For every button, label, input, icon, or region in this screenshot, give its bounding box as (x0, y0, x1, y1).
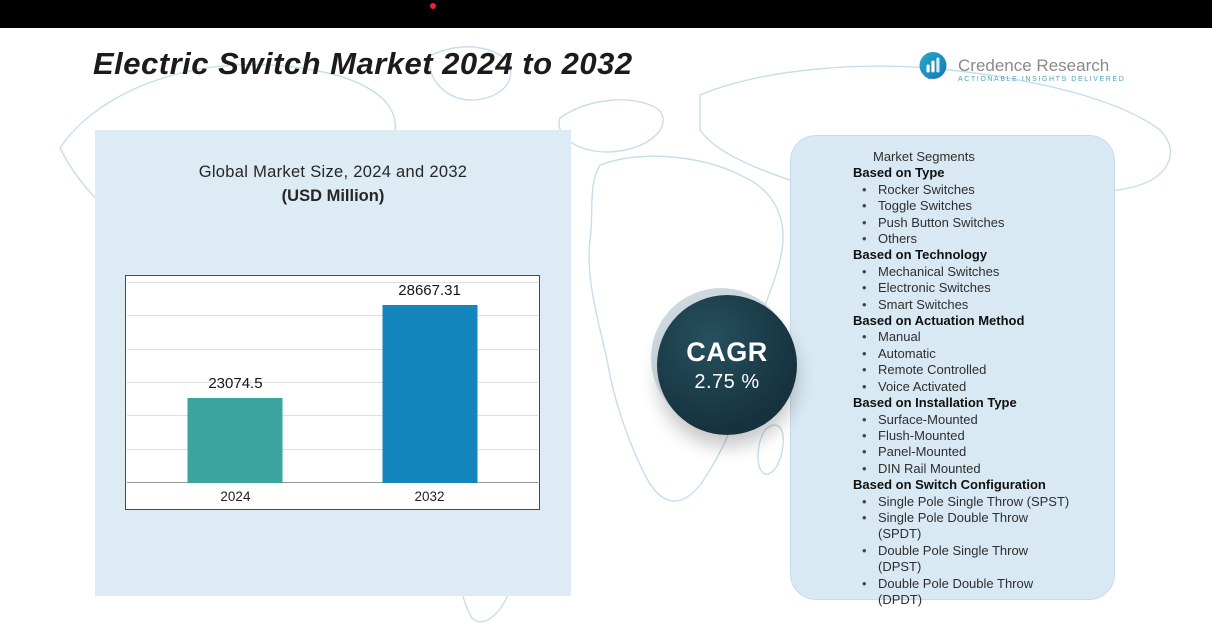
segment-item-list: Single Pole Single Throw (SPST)Single Po… (853, 494, 1096, 609)
bar-category-label: 2032 (414, 489, 445, 504)
segment-item-list: Mechanical SwitchesElectronic SwitchesSm… (853, 264, 1096, 314)
brand-text: Credence Research Actionable Insights De… (958, 55, 1126, 83)
bar-value-label: 23074.5 (208, 375, 263, 392)
segment-group-heading: Based on Type (853, 165, 945, 181)
cagr-value: 2.75 % (694, 370, 760, 393)
segment-item: Rocker Switches (860, 182, 1072, 199)
cagr-badge: CAGR 2.75 % (657, 295, 797, 435)
credence-bubble-chart-icon (916, 50, 950, 89)
segment-item: Push Button Switches (860, 215, 1072, 232)
red-dot-icon (430, 3, 436, 9)
segments-panel: Market Segments Based on TypeRocker Swit… (790, 135, 1115, 607)
segment-item: Panel-Mounted (860, 444, 1072, 461)
gridline (127, 415, 538, 417)
chart-title: Global Market Size, 2024 and 2032 (USD M… (95, 163, 571, 206)
page-title: Electric Switch Market 2024 to 2032 (93, 46, 633, 81)
segment-group-heading: Based on Actuation Method (853, 313, 1025, 329)
segment-item: Manual (860, 329, 1072, 346)
segment-item: Single Pole Double Throw (SPDT) (860, 510, 1072, 543)
segment-item: Voice Activated (860, 379, 1072, 396)
chart-title-line2: (USD Million) (281, 187, 385, 205)
segment-item-list: ManualAutomaticRemote ControlledVoice Ac… (853, 329, 1096, 395)
segment-item: Electronic Switches (860, 280, 1072, 297)
segment-item: Double Pole Double Throw (DPDT) (860, 576, 1072, 609)
bar-value-label: 28667.31 (398, 282, 461, 299)
segment-item: Toggle Switches (860, 198, 1072, 215)
segment-item: Flush-Mounted (860, 428, 1072, 445)
segment-item: Double Pole Single Throw (DPST) (860, 543, 1072, 576)
segment-item: Single Pole Single Throw (SPST) (860, 494, 1072, 511)
top-bar (0, 0, 1212, 28)
brand-name: Credence Research (958, 55, 1110, 75)
segments-title: Market Segments (873, 149, 975, 164)
gridline (127, 282, 538, 283)
gridline (127, 448, 538, 450)
segment-item: Remote Controlled (860, 362, 1072, 379)
segment-groups: Based on TypeRocker SwitchesToggle Switc… (853, 165, 1096, 608)
bar-2032 (382, 305, 478, 483)
chart-panel: Global Market Size, 2024 and 2032 (USD M… (95, 130, 571, 596)
brand-tagline: Actionable Insights Delivered (958, 75, 1126, 83)
segment-item: Mechanical Switches (860, 264, 1072, 281)
segment-item: Automatic (860, 346, 1072, 363)
segment-group-heading: Based on Technology (853, 247, 988, 263)
gridline (127, 382, 538, 383)
segment-group-heading: Based on Switch Configuration (853, 477, 1046, 493)
segment-item: Others (860, 231, 1072, 248)
segment-item: Surface-Mounted (860, 412, 1072, 429)
gridline (127, 482, 538, 483)
chart-title-line1: Global Market Size, 2024 and 2032 (198, 163, 468, 181)
brand-logo: Credence Research Actionable Insights De… (916, 50, 1125, 89)
cagr-label: CAGR (686, 336, 768, 367)
bar-chart: 23074.5 2024 28667.31 2032 (125, 275, 540, 510)
segment-item: DIN Rail Mounted (860, 461, 1072, 478)
segment-group-heading: Based on Installation Type (853, 395, 1017, 411)
bar-2024 (187, 398, 283, 483)
segment-item-list: Rocker SwitchesToggle SwitchesPush Butto… (853, 182, 1096, 248)
gridline (127, 348, 538, 350)
segment-item-list: Surface-MountedFlush-MountedPanel-Mounte… (853, 412, 1096, 478)
gridline (127, 315, 538, 317)
segment-item: Smart Switches (860, 297, 1072, 314)
bar-category-label: 2024 (220, 489, 251, 504)
